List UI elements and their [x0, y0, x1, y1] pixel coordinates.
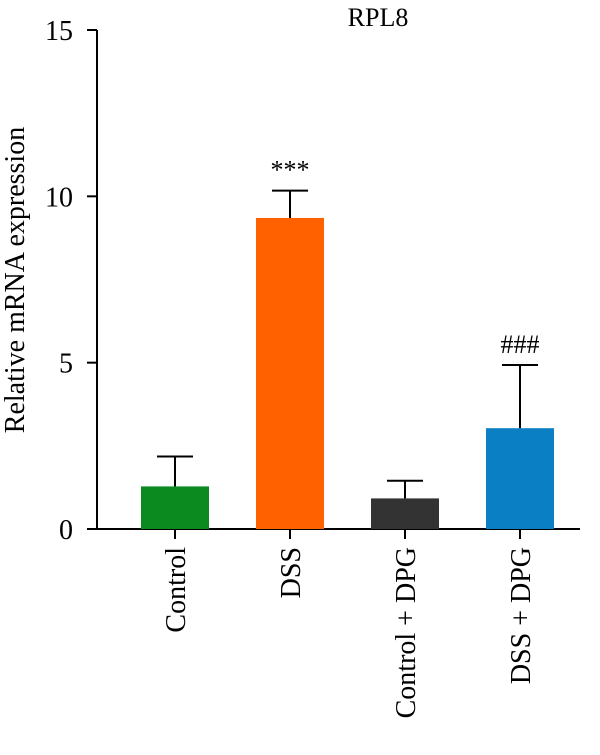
- significance-label: ###: [501, 330, 540, 359]
- error-bars: [157, 189, 538, 499]
- y-ticks: 0 5 10 15: [45, 16, 97, 546]
- significance-label: ***: [271, 156, 310, 185]
- y-axis-label: Relative mRNA expression: [0, 127, 31, 433]
- chart-title: RPL8: [348, 3, 409, 32]
- y-tick-label: 15: [45, 16, 73, 47]
- x-tick-label: Control + DPG: [391, 547, 422, 718]
- y-tick-label: 0: [59, 515, 73, 546]
- bar: [486, 428, 554, 529]
- y-tick-label: 10: [45, 182, 73, 213]
- bar: [371, 498, 439, 529]
- y-tick-label: 5: [59, 349, 73, 380]
- x-tick-labels: Control DSS Control + DPG DSS + DPG: [161, 529, 537, 718]
- significance-annotations: *** ###: [271, 156, 540, 359]
- bar: [141, 486, 209, 529]
- bar: [256, 217, 324, 529]
- x-tick-label: DSS + DPG: [506, 547, 537, 684]
- x-tick-label: Control: [161, 547, 192, 633]
- x-tick-label: DSS: [276, 547, 307, 598]
- bars: [141, 217, 554, 529]
